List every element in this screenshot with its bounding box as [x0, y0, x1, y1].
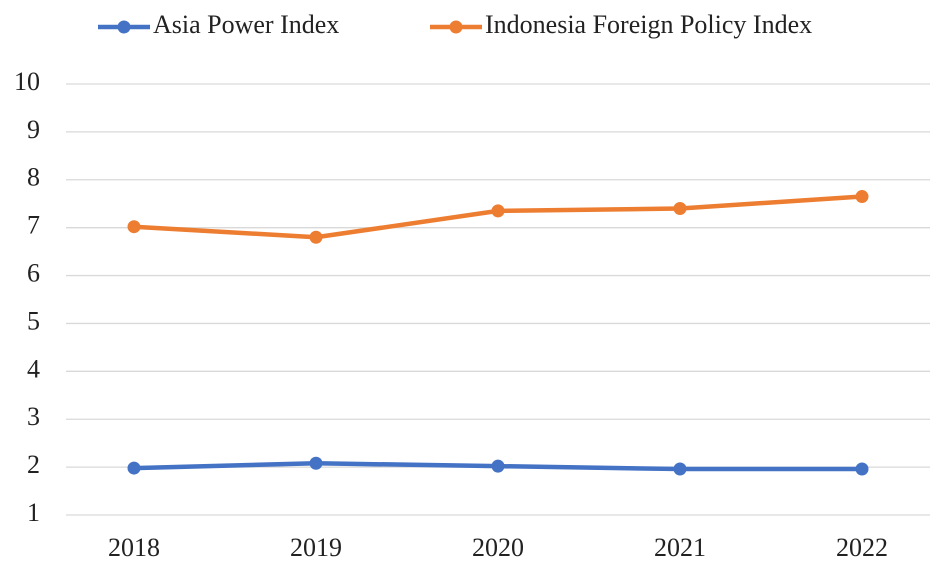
y-tick-label: 5 — [27, 306, 40, 335]
y-tick-label: 1 — [27, 498, 40, 527]
legend-marker — [117, 20, 131, 34]
y-tick-label: 2 — [27, 450, 40, 479]
y-tick-label: 7 — [27, 211, 40, 240]
legend-label: Asia Power Index — [153, 10, 339, 39]
data-point — [309, 230, 323, 244]
x-tick-label: 2018 — [108, 533, 160, 562]
data-point — [855, 190, 869, 204]
y-tick-label: 4 — [27, 354, 40, 383]
y-tick-label: 8 — [27, 163, 40, 192]
y-tick-label: 3 — [27, 402, 40, 431]
x-tick-label: 2020 — [472, 533, 524, 562]
x-tick-label: 2019 — [290, 533, 342, 562]
y-tick-label: 9 — [27, 115, 40, 144]
legend-label: Indonesia Foreign Policy Index — [485, 10, 812, 39]
data-point — [491, 204, 505, 218]
y-tick-label: 6 — [27, 259, 40, 288]
legend-marker — [449, 20, 463, 34]
data-point — [127, 461, 141, 475]
x-tick-label: 2021 — [654, 533, 706, 562]
data-point — [491, 459, 505, 473]
data-point — [127, 220, 141, 234]
data-point — [855, 462, 869, 476]
data-point — [673, 202, 687, 216]
data-point — [309, 456, 323, 470]
x-tick-label: 2022 — [836, 533, 888, 562]
data-point — [673, 462, 687, 476]
y-tick-label: 10 — [14, 67, 40, 96]
